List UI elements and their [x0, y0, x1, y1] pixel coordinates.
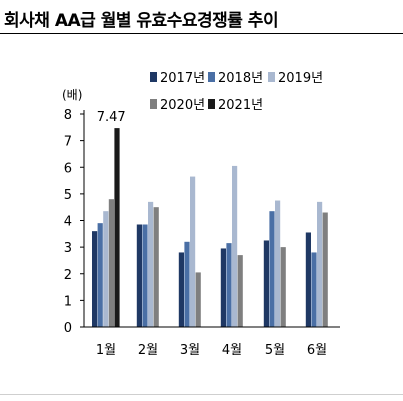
x-tick-label: 2월: [138, 343, 158, 358]
legend-label: 2017년: [160, 71, 205, 86]
bar: [280, 247, 286, 327]
bar: [232, 165, 238, 327]
legend: 2017년 2018년 2019년 2020년 2021년: [150, 71, 323, 113]
legend-swatch: [208, 99, 215, 109]
bar: [195, 272, 201, 327]
bar: [311, 252, 317, 327]
bar: [226, 243, 232, 327]
bar: [136, 224, 142, 327]
x-tick-label: 1월: [96, 343, 116, 358]
bar: [275, 200, 281, 327]
bar: [317, 201, 323, 327]
chart-title: 회사채 AA급 월별 유효수요경쟁률 추이: [4, 11, 279, 31]
y-tick-label: 5: [64, 188, 72, 203]
y-axis-unit-label: (배): [62, 88, 82, 102]
y-tick-label: 2: [64, 268, 72, 283]
x-axis: 1월 2월 3월 4월 5월 6월: [84, 326, 340, 358]
bar: [269, 211, 275, 327]
legend-label: 2020년: [160, 98, 205, 113]
legend-swatch: [268, 72, 275, 82]
bar: [97, 223, 103, 327]
bar: [322, 212, 328, 327]
bar: [178, 252, 184, 327]
bar: [190, 176, 196, 327]
bar: [114, 128, 120, 327]
bar: [184, 241, 190, 327]
bar: [220, 248, 226, 327]
y-tick-label: 7: [64, 135, 72, 150]
bar: [153, 207, 159, 327]
bar: [263, 240, 269, 327]
bottom-divider: [0, 394, 403, 395]
y-tick-label: 6: [64, 161, 72, 176]
data-labels: 7.47: [97, 110, 126, 125]
y-tick-label: 4: [64, 215, 72, 230]
bar: [305, 232, 311, 327]
legend-label: 2018년: [218, 71, 263, 86]
y-tick-label: 0: [64, 321, 72, 336]
y-axis: 0 1 2 3 4 5 6 7 8: [64, 108, 85, 336]
bar: [92, 231, 98, 327]
legend-swatch: [150, 99, 157, 109]
bar: [148, 201, 154, 327]
legend-swatch: [150, 72, 157, 82]
legend-swatch: [208, 72, 215, 82]
bar: [237, 255, 243, 327]
bars: [92, 128, 328, 327]
bar: [142, 224, 148, 327]
y-tick-label: 8: [64, 108, 72, 123]
data-label: 7.47: [97, 110, 126, 125]
x-tick-label: 6월: [307, 343, 327, 358]
x-tick-label: 3월: [180, 343, 200, 358]
bar: [103, 211, 109, 327]
legend-label: 2021년: [218, 98, 263, 113]
x-tick-label: 4월: [222, 343, 242, 358]
y-tick-label: 3: [64, 241, 72, 256]
y-tick-label: 1: [64, 294, 72, 309]
bar: [108, 199, 114, 327]
legend-label: 2019년: [278, 71, 323, 86]
x-tick-label: 5월: [265, 343, 285, 358]
title-divider: [0, 33, 403, 34]
